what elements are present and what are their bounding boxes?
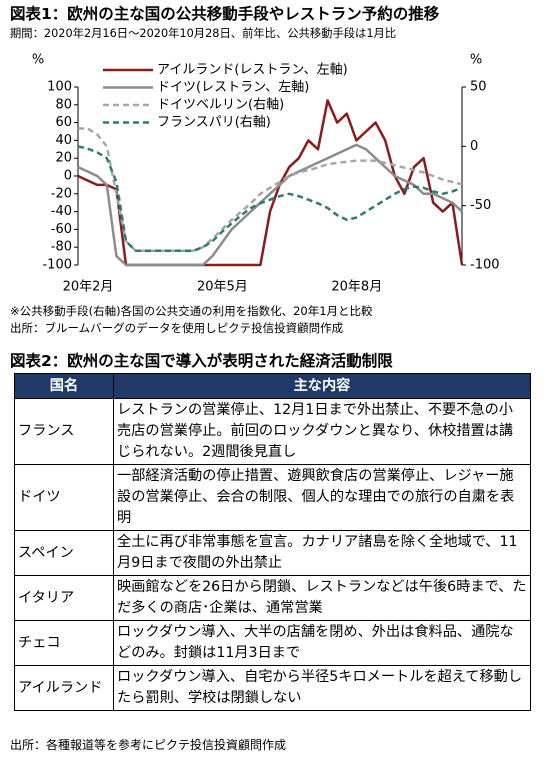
figure-title: 図表1：欧州の主な国の公共移動手段やレストラン予約の推移 [10, 5, 440, 23]
series-line [78, 127, 463, 253]
y-tick-label: -40 [51, 204, 72, 219]
table-row: アイルランド ロックダウン導入、自宅から半径5キロメートルを超えて移動したら罰則、… [14, 665, 531, 711]
content-cell: 一部経済活動の停止措置、遊興飲食店の営業停止、レジャー施設の営業停止、会合の制限… [113, 464, 531, 531]
figure-subtitle: 期間：2020年2月16日～2020年10月28日、前年比、公共移動手段は1月比 [10, 27, 397, 40]
legend-label: ドイツベルリン(右軸) [157, 98, 284, 113]
y2-tick-label: 0 [470, 139, 478, 154]
series-line [77, 145, 463, 253]
y-tick-label: 60 [55, 115, 72, 130]
header-cell: 国名 [14, 373, 114, 399]
table-row: フランス レストランの営業停止、12月1日まで外出禁止、不要不急の小売店の営業停止… [14, 398, 531, 465]
chart-note: ※公共移動手段(右軸)各国の公共交通の利用を指数化、20年1月と比較 [10, 304, 373, 318]
chart-source: 出所：ブルームバーグのデータを使用しピクテ投信投資顧問作成 [10, 321, 344, 335]
x-tick-label: 20年8月 [331, 280, 382, 295]
content-cell: ロックダウン導入、大半の店舗を閉め、外出は食料品、通院などのみ。封鎖は11月3日… [113, 620, 531, 666]
y2-tick-label: -100 [470, 258, 500, 273]
legend-label: ドイツ(レストラン、左軸) [157, 80, 309, 95]
y-tick-label: -100 [42, 258, 72, 273]
country-cell: フランス [14, 398, 114, 465]
legend-label: フランスパリ(右軸) [157, 115, 271, 130]
y-tick-label: 20 [55, 151, 72, 166]
series-line [77, 143, 463, 267]
y-tick-label: 80 [55, 97, 72, 112]
legend-label: アイルランド(レストラン、左軸) [157, 63, 348, 78]
table-row: スペイン 全土に再び非常事態を宣言。カナリア諸島を除く全地域で、11月9日まで夜間… [14, 530, 531, 576]
y-tick-label: 40 [55, 133, 72, 148]
y-unit: % [32, 53, 44, 68]
y-tick-label: -20 [51, 186, 72, 201]
table-row: チェコ ロックダウン導入、大半の店舗を閉め、外出は食料品、通院などのみ。封鎖は11… [14, 620, 531, 666]
table-body: フランス レストランの営業停止、12月1日まで外出禁止、不要不急の小売店の営業停止… [14, 398, 531, 711]
table-row: ドイツ 一部経済活動の停止措置、遊興飲食店の営業停止、レジャー施設の営業停止、会合… [14, 464, 531, 531]
chart: % % -100 -80 -60 -40 -20 0 20 40 60 80 100 -100 -50 0… [32, 53, 500, 295]
y2-unit: % [470, 53, 482, 68]
y2-tick-label: -50 [470, 198, 491, 213]
content-cell: 映画館などを26日から閉鎖、レストランなどは午後6時まで、ただ多くの商店･企業は… [113, 575, 531, 621]
country-cell: アイルランド [14, 665, 114, 711]
y-tick-label: -60 [51, 222, 72, 237]
y2-tick-label: 50 [470, 80, 487, 95]
content-cell: ロックダウン導入、自宅から半径5キロメートルを超えて移動したら罰則、学校は閉鎖し… [113, 665, 531, 711]
y-tick-label: -80 [51, 240, 72, 255]
x-tick-label: 20年5月 [197, 280, 248, 295]
table-title: 図表2：欧州の主な国で導入が表明された経済活動制限 [10, 352, 393, 370]
y-tick-label: 0 [64, 169, 72, 184]
header-cell: 主な内容 [113, 373, 531, 399]
country-cell: ドイツ [14, 464, 114, 531]
table-row: イタリア 映画館などを26日から閉鎖、レストランなどは午後6時まで、ただ多くの商店… [14, 575, 531, 621]
header-row: 国名 主な内容 [14, 373, 531, 399]
content-cell: レストランの営業停止、12月1日まで外出禁止、不要不急の小売店の営業停止。前回の… [113, 398, 531, 465]
y-tick-label: 100 [47, 80, 72, 95]
country-cell: イタリア [14, 575, 114, 621]
content-cell: 全土に再び非常事態を宣言。カナリア諸島を除く全地域で、11月9日まで夜間の外出禁… [113, 530, 531, 576]
country-cell: スペイン [14, 530, 114, 576]
table-source: 出所：各種報道等を参考にピクテ投信投資顧問作成 [10, 738, 287, 752]
country-cell: チェコ [14, 620, 114, 666]
restrictions-table: 国名 主な内容 フランス レストランの営業停止、12月1日まで外出禁止、不要不急の… [14, 373, 531, 711]
x-tick-label: 20年2月 [63, 280, 114, 295]
